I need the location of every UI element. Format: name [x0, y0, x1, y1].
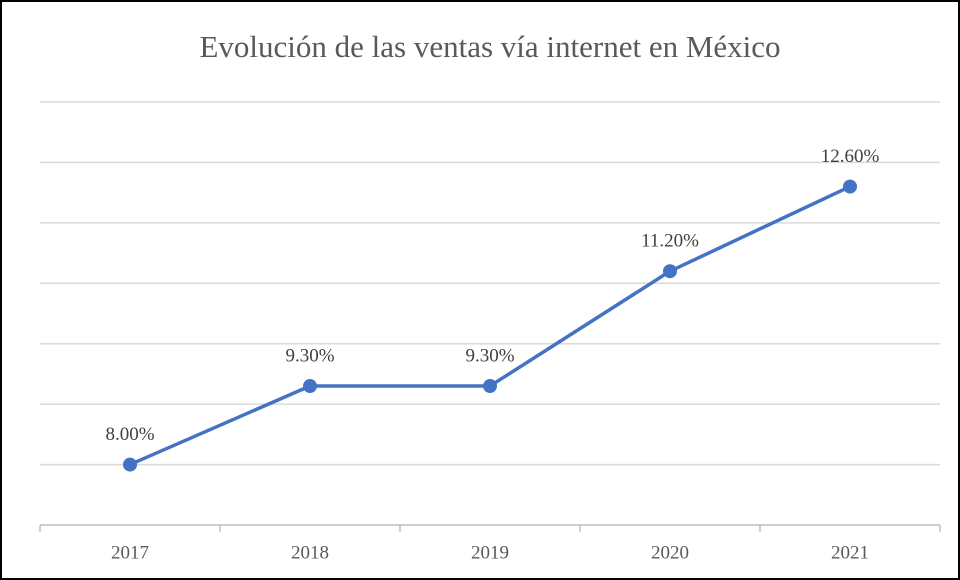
x-tick-label: 2020 [651, 542, 689, 563]
data-label: 12.60% [821, 146, 880, 167]
data-label: 11.20% [641, 231, 699, 252]
data-label: 8.00% [105, 424, 154, 445]
marker [663, 264, 677, 279]
x-tick-label: 2017 [111, 542, 149, 563]
marker [303, 379, 317, 394]
marker [123, 457, 137, 472]
data-label: 9.30% [465, 345, 514, 366]
chart-title: Evolución de las ventas vía internet en … [199, 29, 780, 64]
x-tick-label: 2021 [831, 542, 869, 563]
x-tick-label: 2019 [471, 542, 509, 563]
marker [483, 379, 497, 394]
data-label: 9.30% [285, 345, 334, 366]
marker [843, 179, 857, 194]
x-tick-label: 2018 [291, 542, 329, 563]
